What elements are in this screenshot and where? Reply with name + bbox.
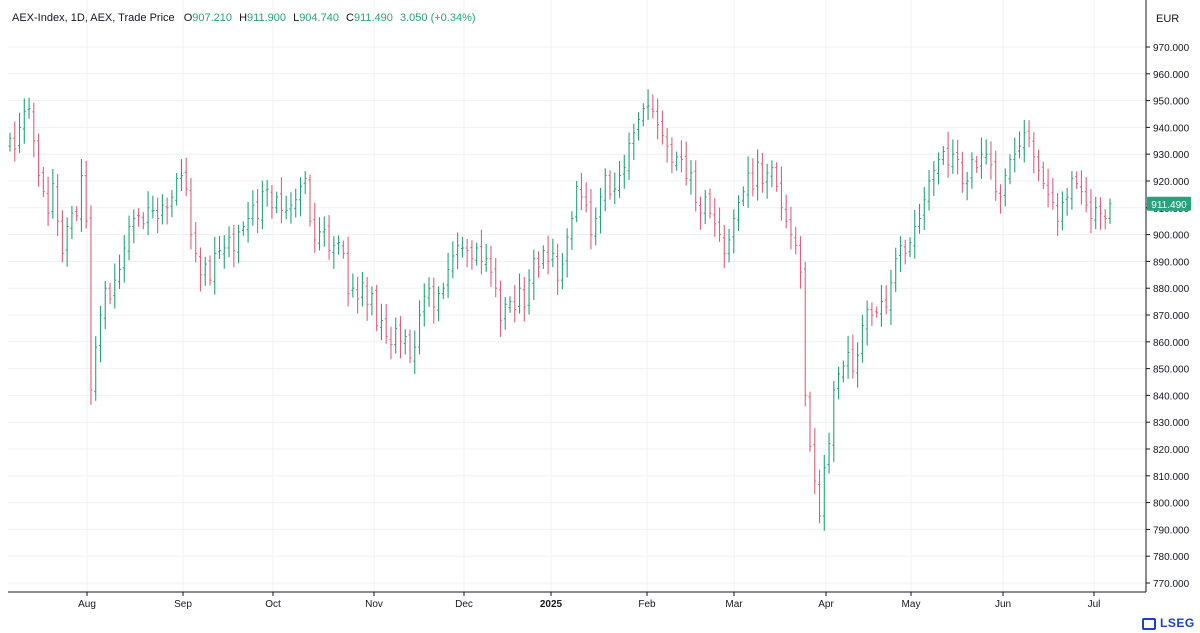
grid-lines bbox=[8, 0, 1146, 592]
legend-open-value: 907.210 bbox=[192, 12, 233, 24]
y-tick-label: 950.000 bbox=[1153, 97, 1190, 108]
y-tick-label: 840.000 bbox=[1153, 391, 1190, 402]
legend-close-label: C bbox=[346, 12, 354, 24]
x-tick-label: Aug bbox=[78, 599, 96, 610]
x-tick-label: Apr bbox=[818, 599, 834, 610]
y-tick-label: 870.000 bbox=[1153, 311, 1190, 322]
lseg-mark-icon bbox=[1142, 618, 1156, 630]
legend-change: 3.050 (+0.34%) bbox=[399, 12, 476, 24]
x-tick-label: 2025 bbox=[540, 599, 563, 610]
last-price-badge-bg bbox=[1147, 196, 1191, 211]
y-tick-label: 880.000 bbox=[1153, 284, 1190, 295]
legend-high-label: H bbox=[239, 12, 248, 24]
x-tick-label: May bbox=[902, 599, 921, 610]
y-tick-label: 820.000 bbox=[1153, 445, 1190, 456]
legend-close-value: 911.490 bbox=[353, 12, 393, 24]
x-tick-label: Sep bbox=[174, 599, 192, 610]
x-tick-label: Mar bbox=[725, 599, 743, 610]
x-tick-label: Jun bbox=[995, 599, 1011, 610]
y-tick-label: 940.000 bbox=[1153, 123, 1190, 134]
x-tick-label: Oct bbox=[265, 599, 281, 610]
brand-text: LSEG bbox=[1160, 616, 1195, 630]
y-tick-label: 930.000 bbox=[1153, 150, 1190, 161]
y-tick-label: 860.000 bbox=[1153, 338, 1190, 349]
legend-low-label: L bbox=[293, 12, 300, 24]
time-axis[interactable]: Aug Sep Oct Nov Dec 2025 Feb Mar Apr May Jun Jul bbox=[8, 591, 1146, 610]
y-tick-label: 920.000 bbox=[1153, 177, 1190, 188]
y-tick-label: 780.000 bbox=[1153, 552, 1190, 563]
x-tick-label: Nov bbox=[365, 599, 383, 610]
price-axis[interactable]: 970.000 960.000 950.000 940.000 930.000 920.0… bbox=[1145, 0, 1190, 592]
y-tick-label: 830.000 bbox=[1153, 418, 1190, 429]
last-price-badge: 911.490 bbox=[1147, 196, 1191, 211]
y-tick-label: 790.000 bbox=[1153, 525, 1190, 536]
y-tick-label: 890.000 bbox=[1153, 257, 1190, 268]
legend-open-label: O bbox=[183, 12, 193, 24]
last-price-label: 911.490 bbox=[1151, 200, 1187, 211]
y-tick-label: 970.000 bbox=[1153, 43, 1190, 54]
y-tick-label: 960.000 bbox=[1153, 70, 1190, 81]
y-tick-label: 770.000 bbox=[1153, 579, 1190, 590]
y-tick-label: 800.000 bbox=[1153, 499, 1190, 510]
x-tick-label: Jul bbox=[1088, 599, 1101, 610]
y-tick-label: 810.000 bbox=[1153, 472, 1190, 483]
legend-high-value: 911.900 bbox=[247, 12, 286, 24]
chart-legend: AEX-Index, 1D, AEX, Trade Price O907.210… bbox=[12, 12, 476, 25]
legend-title: AEX-Index, 1D, AEX, Trade Price bbox=[12, 12, 175, 24]
y-tick-label: 850.000 bbox=[1153, 365, 1190, 376]
legend-low-value: 904.740 bbox=[299, 12, 339, 24]
brand-logo: LSEG bbox=[1142, 616, 1195, 630]
y-tick-label: 900.000 bbox=[1153, 231, 1190, 242]
x-tick-label: Feb bbox=[638, 599, 656, 610]
x-tick-label: Dec bbox=[455, 599, 473, 610]
ohlc-bars bbox=[8, 89, 1112, 531]
currency-label: EUR bbox=[1156, 13, 1180, 25]
